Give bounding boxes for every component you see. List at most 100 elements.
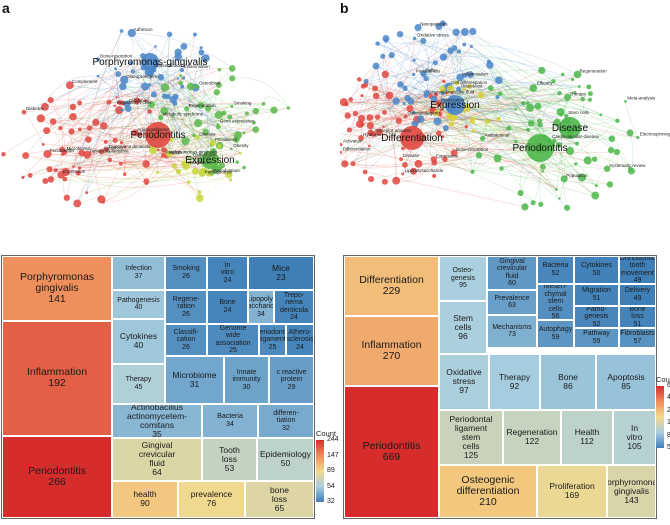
network-b-node — [521, 203, 529, 211]
treemap-b-cell-value: 112 — [580, 436, 594, 447]
treemap-a-cell-value: 34 — [257, 310, 265, 318]
network-a-link — [50, 99, 64, 150]
network-a-link — [105, 104, 152, 143]
network-b-link — [422, 73, 532, 124]
network-b-term-label: Cardiovascular-disease — [552, 134, 600, 139]
network-b-node — [435, 130, 442, 137]
network-a-link — [167, 96, 203, 174]
network-a-node — [205, 169, 213, 177]
network-b-link — [542, 92, 560, 137]
treemap-a-cell: Trepo- nema denticola 24 — [274, 290, 314, 324]
network-b-node — [599, 113, 603, 117]
network-b-link — [389, 31, 466, 96]
network-a-node — [72, 165, 75, 168]
network-a-link — [118, 73, 230, 118]
network-b-node — [411, 72, 416, 77]
network-a-term-label: Osteocalcin — [193, 153, 217, 158]
network-b-node — [340, 142, 343, 147]
network-a-link — [71, 131, 175, 167]
network-b-link — [519, 124, 541, 194]
network-b-link — [374, 82, 427, 94]
network-a-link — [190, 126, 219, 159]
treemap-b-cell: Therapy 92 — [489, 354, 540, 410]
network-b-node — [514, 139, 518, 144]
network-a-link — [44, 73, 119, 108]
network-a-node — [41, 143, 45, 146]
network-a-node — [127, 28, 136, 38]
network-a-node — [43, 127, 51, 135]
network-b-link — [472, 31, 560, 94]
network-b-node — [411, 120, 419, 128]
network-b-node — [469, 44, 473, 48]
legend-tick: 54 — [667, 444, 670, 451]
network-b-node — [607, 147, 615, 154]
network-b-link — [423, 73, 540, 122]
network-a-node — [242, 131, 246, 135]
treemap-a-cell: Epidemiology 50 — [257, 438, 314, 481]
network-a-node — [169, 138, 174, 143]
network-a-node — [217, 144, 222, 149]
network-b-link — [466, 107, 517, 142]
treemap-a-cell-label: c reactive protein — [276, 368, 307, 384]
network-b-link — [391, 54, 557, 190]
treemap-b-cell: Oxidative stress 97 — [439, 354, 489, 410]
network-a-node — [101, 200, 105, 204]
network-a-term-label: Obesity — [233, 143, 249, 148]
network-a-link — [171, 140, 201, 199]
network-b-link — [442, 124, 541, 138]
network-a-node — [119, 140, 124, 145]
network-b-node — [423, 90, 430, 97]
treemap-b-cell: Fibroblasts 57 — [619, 328, 656, 348]
network-b-term-label: Regeneration — [580, 68, 608, 73]
network-a-link — [132, 71, 219, 125]
network-a-node — [98, 149, 105, 155]
network-a-node — [194, 119, 203, 128]
network-a-link — [60, 123, 116, 141]
network-b-node — [375, 41, 380, 46]
network-b-link — [399, 33, 524, 104]
network-b-node — [580, 96, 586, 102]
network-b-node — [583, 156, 592, 165]
network-a-link — [182, 87, 196, 183]
network-a-link — [64, 171, 196, 181]
network-a-node — [147, 109, 152, 114]
network-b-link — [391, 54, 452, 125]
network-a-node — [150, 91, 158, 98]
network-a-node — [239, 151, 242, 155]
legend-tick: 89 — [327, 467, 335, 474]
treemap-b-cell: Patho- genesis 52 — [574, 306, 619, 328]
network-b-link — [463, 89, 632, 172]
network-b-node — [433, 117, 442, 126]
network-a-link — [173, 103, 201, 160]
network-b-hub-label: Differentiation — [381, 133, 443, 144]
network-b-link — [385, 38, 436, 64]
network-a-link — [89, 102, 264, 129]
treemap-b-cell-value: 669 — [382, 450, 401, 463]
treemap-b-cell: Migration 51 — [574, 284, 619, 306]
network-b-link — [450, 50, 578, 144]
network-a-node — [73, 199, 82, 208]
treemap-a-cell-value: 50 — [280, 458, 291, 469]
network-b-link — [471, 46, 517, 110]
treemap-b-cell-value: 122 — [524, 436, 540, 447]
treemap-b-cell-value: 57 — [633, 337, 642, 345]
network-b-node — [603, 165, 611, 173]
treemap-a-cell-value: 65 — [274, 502, 285, 513]
network-b-node — [464, 125, 468, 129]
network-a-link — [185, 108, 195, 167]
network-b-node — [460, 28, 469, 37]
network-a-link — [76, 68, 116, 204]
network-b-link — [541, 70, 590, 101]
network-b-link — [383, 126, 543, 172]
network-b-node — [362, 169, 368, 175]
network-a-link — [121, 138, 213, 144]
network-a-node — [92, 118, 100, 126]
network-b-link — [464, 89, 601, 116]
treemap-a-cell-value: 25 — [229, 347, 237, 355]
treemap-b-cell-value: 96 — [458, 330, 468, 341]
network-b-node — [527, 120, 535, 127]
network-a-link — [22, 46, 156, 178]
network-b-term-label: Gingival crevicular fluid — [428, 90, 475, 95]
network-a-node — [218, 162, 226, 169]
network-a-node — [202, 128, 210, 136]
